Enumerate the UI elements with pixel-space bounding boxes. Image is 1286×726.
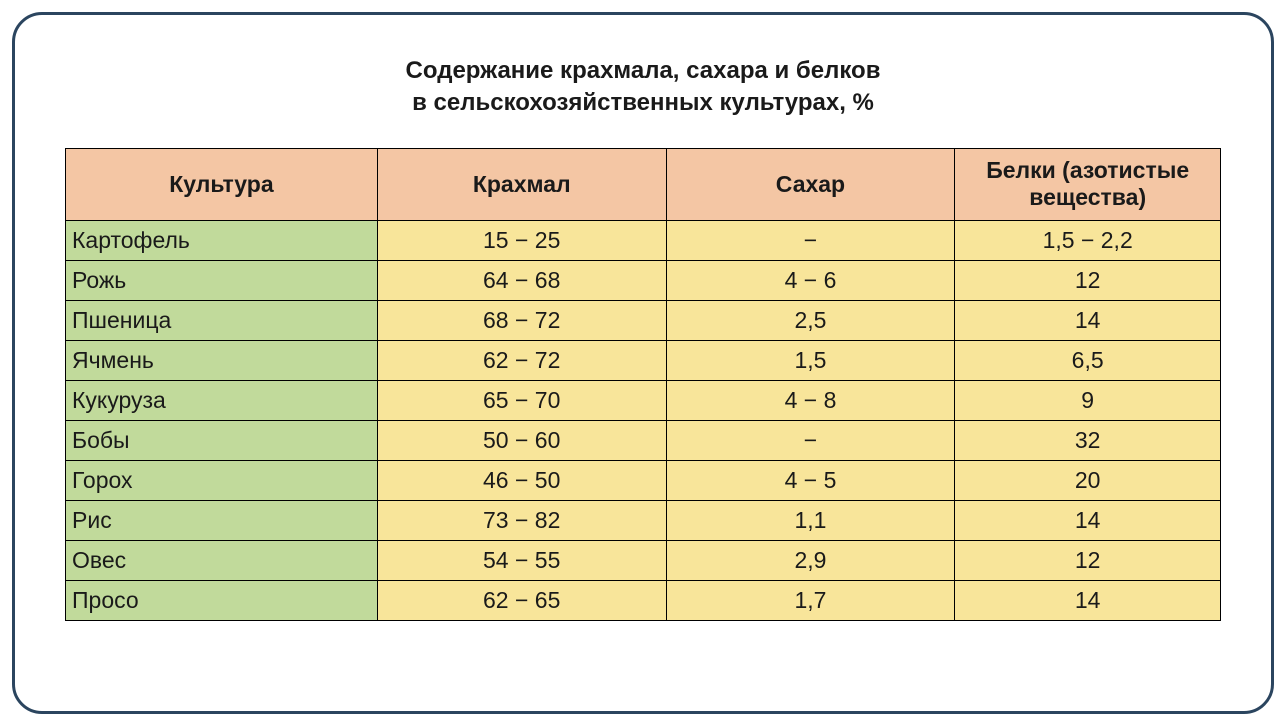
cell-protein: 9 [955, 380, 1221, 420]
cell-starch: 50 − 60 [377, 420, 666, 460]
table-row: Овес 54 − 55 2,9 12 [66, 540, 1221, 580]
cell-sugar: 2,5 [666, 300, 955, 340]
cell-starch: 65 − 70 [377, 380, 666, 420]
table-row: Ячмень 62 − 72 1,5 6,5 [66, 340, 1221, 380]
cell-sugar: 1,1 [666, 500, 955, 540]
cell-starch: 64 − 68 [377, 260, 666, 300]
cell-protein: 14 [955, 500, 1221, 540]
cell-protein: 12 [955, 260, 1221, 300]
cell-protein: 32 [955, 420, 1221, 460]
cell-starch: 46 − 50 [377, 460, 666, 500]
th-culture: Культура [66, 148, 378, 220]
cell-starch: 62 − 65 [377, 580, 666, 620]
cell-starch: 54 − 55 [377, 540, 666, 580]
cell-sugar: 4 − 5 [666, 460, 955, 500]
title-line-1: Содержание крахмала, сахара и белков [65, 55, 1221, 87]
table-row: Бобы 50 − 60 − 32 [66, 420, 1221, 460]
title-block: Содержание крахмала, сахара и белков в с… [65, 55, 1221, 120]
cell-culture: Кукуруза [66, 380, 378, 420]
cell-culture: Овес [66, 540, 378, 580]
cell-starch: 62 − 72 [377, 340, 666, 380]
th-starch: Крахмал [377, 148, 666, 220]
table-body: Картофель 15 − 25 − 1,5 − 2,2 Рожь 64 − … [66, 220, 1221, 620]
cell-starch: 15 − 25 [377, 220, 666, 260]
data-table: Культура Крахмал Сахар Белки (азотистые … [65, 148, 1221, 621]
table-row: Горох 46 − 50 4 − 5 20 [66, 460, 1221, 500]
th-protein: Белки (азотистые вещества) [955, 148, 1221, 220]
cell-sugar: − [666, 420, 955, 460]
table-header-row: Культура Крахмал Сахар Белки (азотистые … [66, 148, 1221, 220]
table-row: Рис 73 − 82 1,1 14 [66, 500, 1221, 540]
cell-protein: 1,5 − 2,2 [955, 220, 1221, 260]
table-row: Пшеница 68 − 72 2,5 14 [66, 300, 1221, 340]
cell-culture: Пшеница [66, 300, 378, 340]
content-frame: Содержание крахмала, сахара и белков в с… [12, 12, 1274, 714]
cell-protein: 14 [955, 300, 1221, 340]
title-line-2: в сельскохозяйственных культурах, % [65, 87, 1221, 119]
cell-sugar: − [666, 220, 955, 260]
table-row: Просо 62 − 65 1,7 14 [66, 580, 1221, 620]
th-sugar: Сахар [666, 148, 955, 220]
cell-sugar: 1,5 [666, 340, 955, 380]
cell-sugar: 4 − 6 [666, 260, 955, 300]
cell-sugar: 1,7 [666, 580, 955, 620]
cell-starch: 68 − 72 [377, 300, 666, 340]
cell-sugar: 4 − 8 [666, 380, 955, 420]
table-row: Картофель 15 − 25 − 1,5 − 2,2 [66, 220, 1221, 260]
cell-culture: Горох [66, 460, 378, 500]
cell-protein: 12 [955, 540, 1221, 580]
cell-culture: Картофель [66, 220, 378, 260]
cell-protein: 6,5 [955, 340, 1221, 380]
cell-culture: Бобы [66, 420, 378, 460]
cell-starch: 73 − 82 [377, 500, 666, 540]
table-row: Кукуруза 65 − 70 4 − 8 9 [66, 380, 1221, 420]
cell-culture: Ячмень [66, 340, 378, 380]
cell-culture: Рис [66, 500, 378, 540]
cell-culture: Рожь [66, 260, 378, 300]
cell-culture: Просо [66, 580, 378, 620]
cell-protein: 14 [955, 580, 1221, 620]
table-row: Рожь 64 − 68 4 − 6 12 [66, 260, 1221, 300]
cell-protein: 20 [955, 460, 1221, 500]
cell-sugar: 2,9 [666, 540, 955, 580]
